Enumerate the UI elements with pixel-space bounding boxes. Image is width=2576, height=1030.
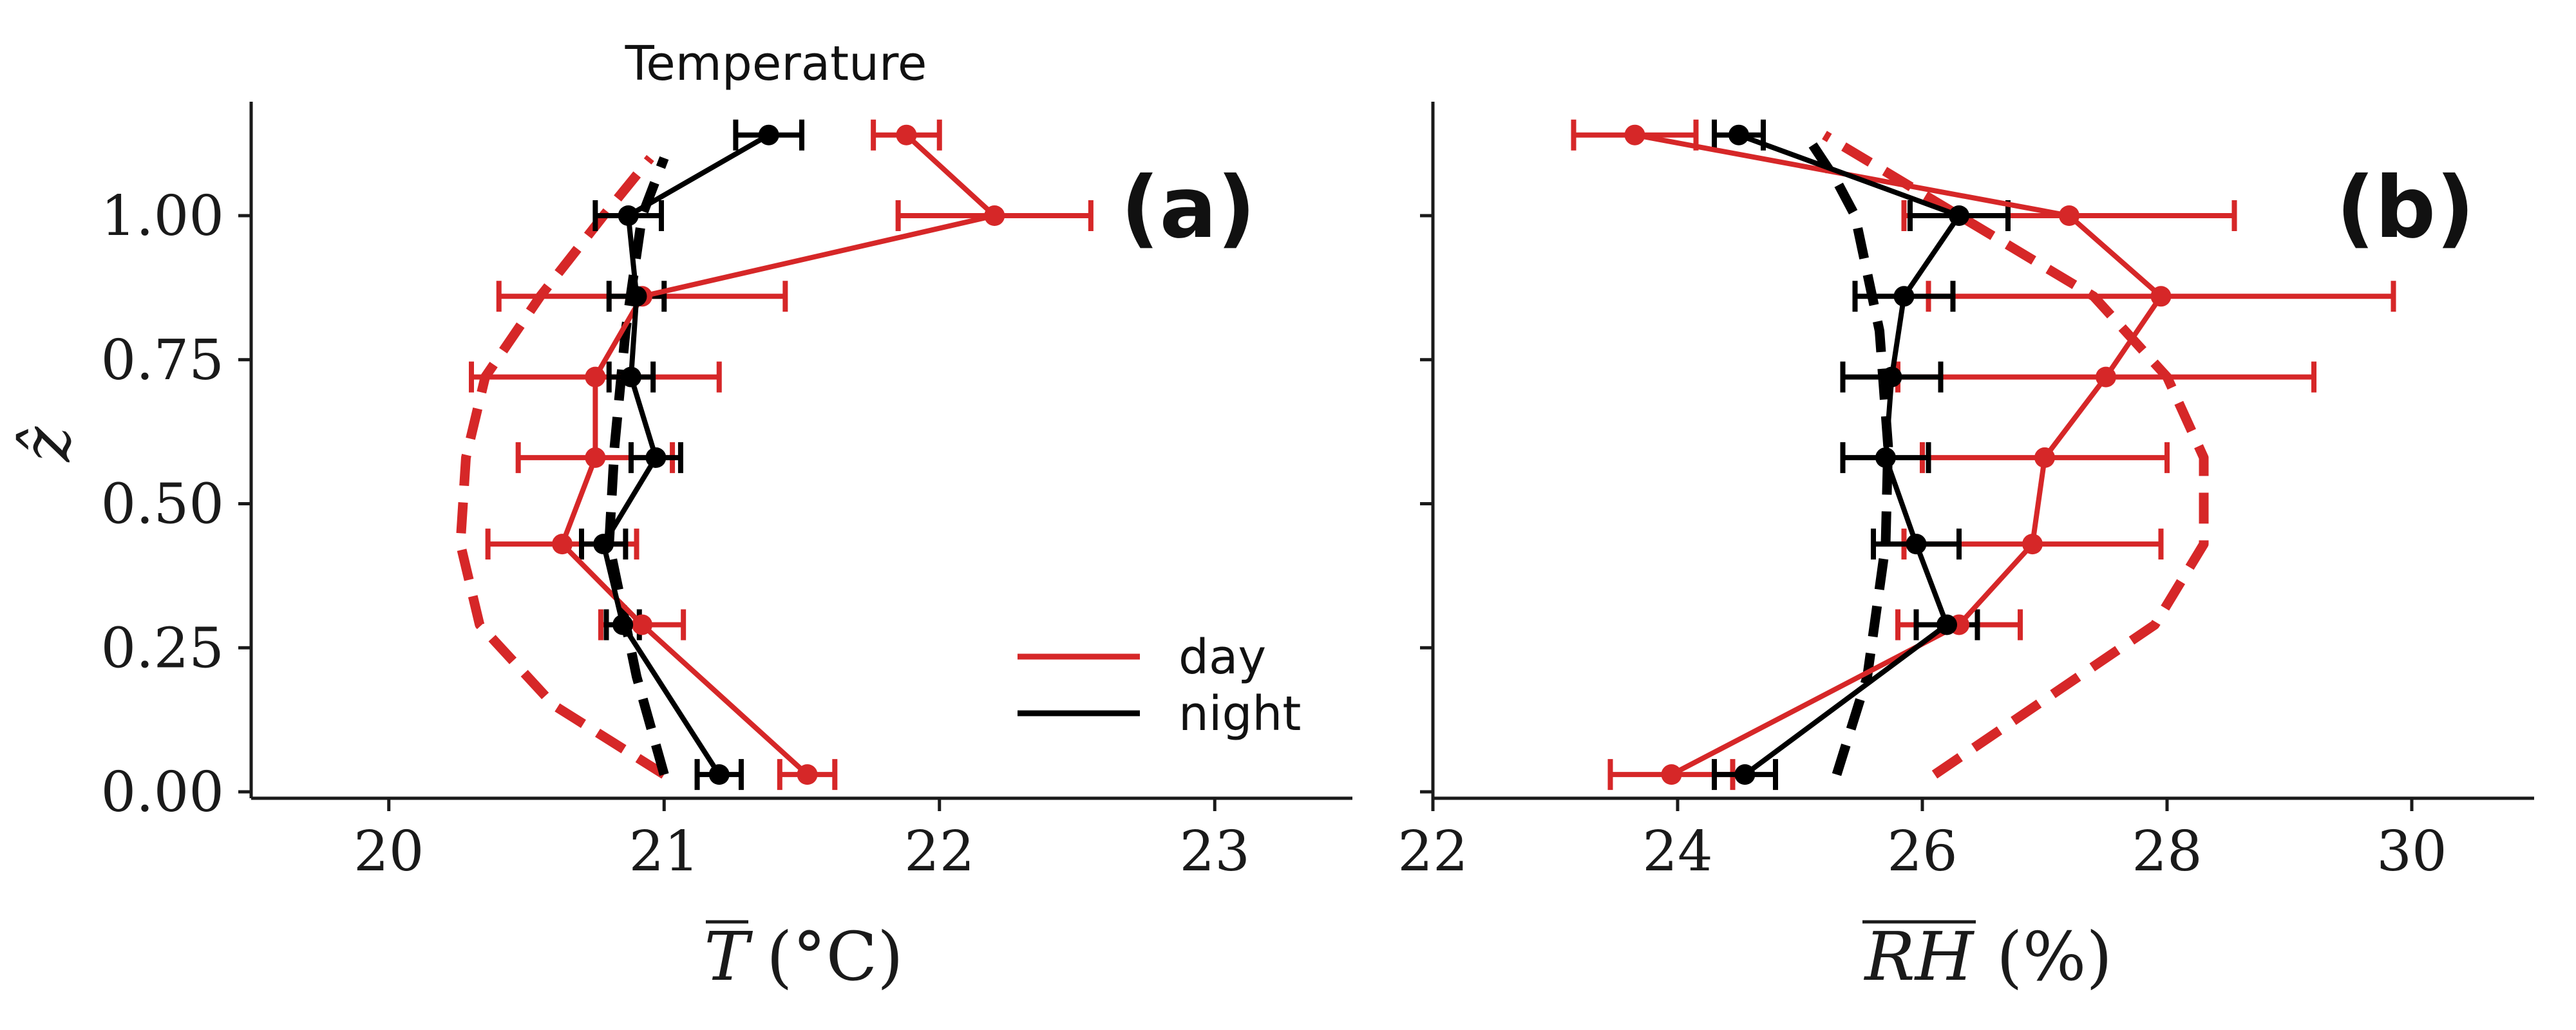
- y-tick-label: 0.00: [101, 760, 224, 825]
- day-point: [2150, 286, 2172, 307]
- panel-b-points: [1624, 124, 2172, 785]
- x-tick-label: 22: [1397, 819, 1468, 884]
- x-tick-label: 26: [1887, 819, 1957, 884]
- y-tick-label: 1.00: [101, 184, 224, 248]
- panel-a-x-label: T (°C): [704, 917, 903, 996]
- panel-a-x-label-symbol: T: [704, 917, 753, 996]
- night-point: [1728, 124, 1749, 145]
- x-tick-label: 28: [2132, 819, 2202, 884]
- night-point: [1734, 764, 1756, 785]
- dashed-series-line: [1802, 132, 1893, 776]
- day-point: [984, 205, 1005, 226]
- night-point: [1881, 366, 1902, 388]
- day-point: [797, 764, 818, 785]
- night-point: [758, 124, 779, 145]
- y-tick-label: 0.75: [101, 328, 224, 393]
- night-point: [620, 366, 641, 388]
- panel-a-label: (a): [1121, 158, 1256, 258]
- panel-a-dashed-series: [455, 154, 669, 779]
- x-tick-label: 24: [1642, 819, 1712, 884]
- night-point: [593, 534, 614, 555]
- panel-a: 20 21 22 23 0.00 0.25 0.50 0.75 1.00 Temperature…: [7, 36, 1352, 996]
- panel-a-x-label-unit: (°C): [766, 917, 904, 996]
- day-point: [552, 534, 573, 555]
- dashed-series-line: [604, 156, 669, 776]
- panel-a-y-label: ẑ: [7, 426, 86, 463]
- y-tick-label: 0.50: [101, 473, 224, 537]
- day-point: [632, 614, 653, 635]
- day-point: [2034, 447, 2055, 468]
- panel-b-dashed-series: [1802, 131, 2209, 779]
- panel-b: 22 24 26 28 30 (b) RH (%): [1397, 102, 2534, 996]
- legend-night-label: night: [1179, 686, 1301, 742]
- night-point: [1893, 286, 1915, 307]
- day-point: [2096, 366, 2116, 388]
- panel-a-ticks: 20 21 22 23 0.00 0.25 0.50 0.75 1.00: [101, 184, 1250, 884]
- panel-a-title: Temperature: [625, 36, 927, 91]
- x-tick-label: 20: [354, 819, 424, 884]
- night-point: [1937, 614, 1957, 635]
- dashed-series-line: [1822, 131, 2209, 779]
- night-point: [1875, 447, 1896, 468]
- x-tick-label: 30: [2376, 819, 2447, 884]
- day-point: [2022, 534, 2043, 555]
- panel-b-x-label-unit: (%): [1996, 917, 2112, 996]
- day-point: [585, 447, 606, 468]
- y-tick-label: 0.25: [101, 616, 224, 680]
- night-point: [612, 614, 634, 635]
- x-tick-label: 23: [1180, 819, 1250, 884]
- panel-b-x-label-symbol: RH: [1864, 917, 1975, 996]
- panel-b-series-lines: [1634, 132, 2164, 777]
- panel-b-ticks: 22 24 26 28 30: [1397, 214, 2447, 884]
- night-point: [645, 447, 667, 468]
- panel-a-series-lines: [560, 133, 998, 777]
- panel-b-label: (b): [2336, 158, 2474, 258]
- night-point: [626, 286, 647, 307]
- x-tick-label: 21: [629, 819, 699, 884]
- night-line: [1738, 132, 1962, 777]
- night-point: [708, 764, 730, 785]
- day-point: [2059, 205, 2079, 226]
- night-point: [1906, 534, 1927, 555]
- legend: day night: [1018, 630, 1301, 742]
- legend-day-label: day: [1179, 630, 1266, 685]
- panel-a-points: [552, 124, 1005, 785]
- day-line: [560, 133, 998, 777]
- night-line: [601, 133, 770, 776]
- day-point: [1624, 124, 1645, 145]
- day-point: [1661, 764, 1682, 785]
- day-line: [1634, 132, 2164, 777]
- night-point: [1949, 205, 1969, 226]
- night-point: [618, 205, 639, 226]
- day-point: [896, 124, 917, 145]
- panel-b-error-bars: [1571, 119, 2396, 791]
- day-point: [585, 366, 606, 388]
- dashed-series-line: [455, 154, 667, 779]
- panel-b-x-label: RH (%): [1862, 917, 2112, 996]
- x-tick-label: 22: [904, 819, 974, 884]
